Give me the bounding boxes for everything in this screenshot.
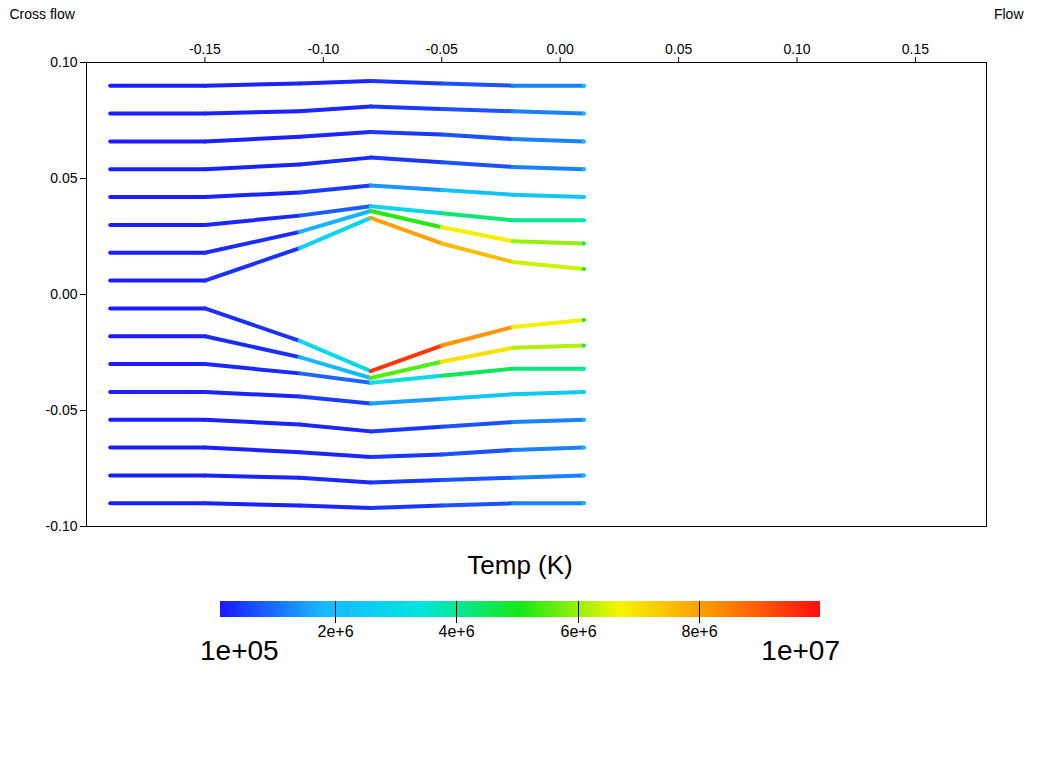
html-text:1e+05: 1e+05: [200, 635, 279, 666]
svg-text:0.05: 0.05: [50, 170, 77, 186]
svg-text:-0.10: -0.10: [46, 518, 78, 534]
svg-text:0.15: 0.15: [902, 41, 929, 57]
svg-text:0.05: 0.05: [665, 41, 692, 57]
svg-text:0.00: 0.00: [547, 41, 574, 57]
svg-text:-0.05: -0.05: [426, 41, 458, 57]
svg-text:Flow: Flow: [994, 6, 1024, 22]
svg-text:6e+6: 6e+6: [560, 623, 596, 640]
svg-text:0.10: 0.10: [783, 41, 810, 57]
html-text:Temp (K): Temp (K): [467, 550, 573, 580]
svg-text:4e+6: 4e+6: [438, 623, 474, 640]
svg-text:0.00: 0.00: [50, 286, 77, 302]
svg-text:-0.10: -0.10: [307, 41, 339, 57]
svg-text:-0.15: -0.15: [189, 41, 221, 57]
svg-text:8e+6: 8e+6: [681, 623, 717, 640]
svg-text:Cross flow: Cross flow: [10, 6, 76, 22]
html-text:1e+07: 1e+07: [761, 635, 840, 666]
svg-text:2e+6: 2e+6: [317, 623, 353, 640]
svg-text:0.10: 0.10: [50, 54, 77, 70]
svg-text:-0.05: -0.05: [46, 402, 78, 418]
